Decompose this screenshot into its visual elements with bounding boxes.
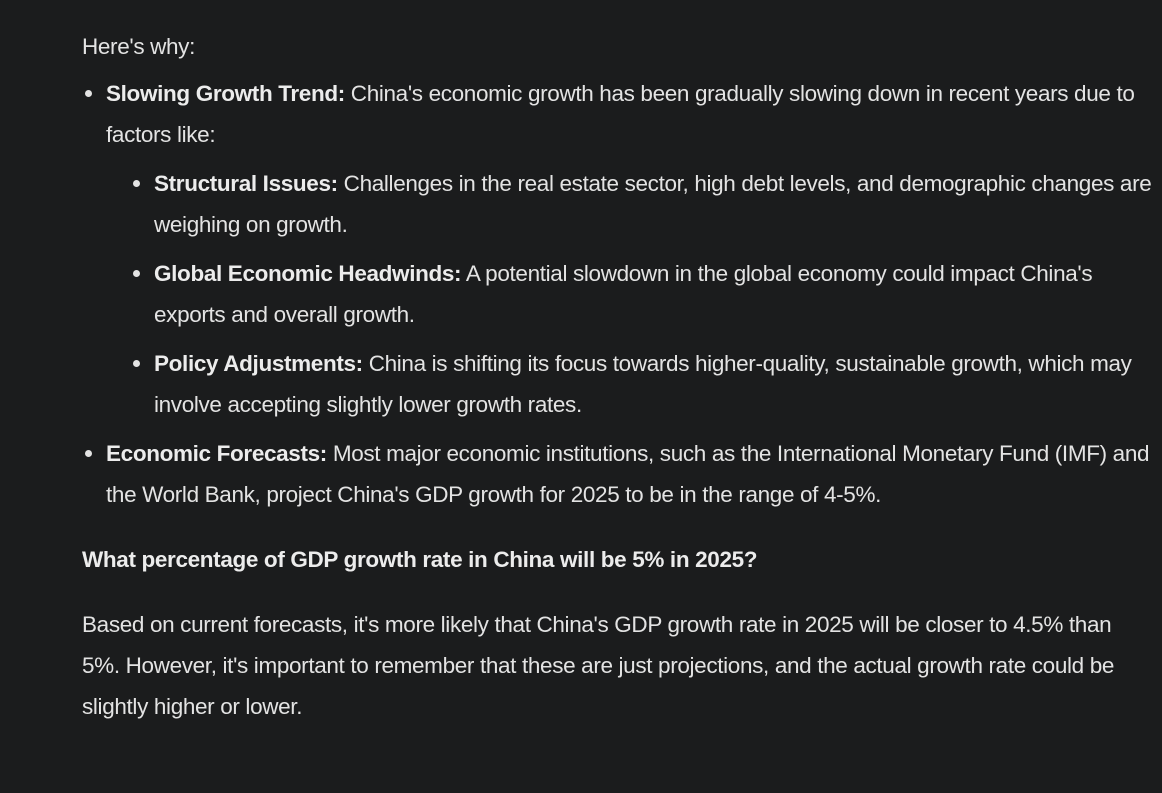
bullet-icon: [85, 450, 92, 457]
bullet-icon: [85, 90, 92, 97]
point-text: A potential slowdown in the global econo…: [154, 261, 1093, 327]
list-item: Global Economic Headwinds: A potential s…: [106, 253, 1152, 335]
bullet-icon: [133, 270, 140, 277]
point-text: China's economic growth has been gradual…: [106, 81, 1135, 147]
question-heading: What percentage of GDP growth rate in Ch…: [82, 547, 758, 572]
point-text: China is shifting its focus towards high…: [154, 351, 1132, 417]
point-title: Economic Forecasts:: [106, 441, 327, 466]
point-title: Global Economic Headwinds:: [154, 261, 462, 286]
bullet-icon: [133, 180, 140, 187]
response-body: Here's why: Slowing Growth Trend: China'…: [82, 26, 1152, 727]
factors-list: Structural Issues: Challenges in the rea…: [106, 163, 1152, 425]
list-item: Economic Forecasts: Most major economic …: [82, 433, 1152, 515]
reasons-list: Slowing Growth Trend: China's economic g…: [82, 73, 1152, 515]
point-text: Most major economic institutions, such a…: [106, 441, 1150, 507]
point-title: Policy Adjustments:: [154, 351, 363, 376]
list-item: Slowing Growth Trend: China's economic g…: [82, 73, 1152, 425]
list-item: Policy Adjustments: China is shifting it…: [106, 343, 1152, 425]
intro-text: Here's why:: [82, 34, 195, 59]
point-title: Structural Issues:: [154, 171, 338, 196]
point-text: Challenges in the real estate sector, hi…: [154, 171, 1152, 237]
answer-text: Based on current forecasts, it's more li…: [82, 612, 1115, 719]
point-title: Slowing Growth Trend:: [106, 81, 345, 106]
bullet-icon: [133, 360, 140, 367]
list-item: Structural Issues: Challenges in the rea…: [106, 163, 1152, 245]
